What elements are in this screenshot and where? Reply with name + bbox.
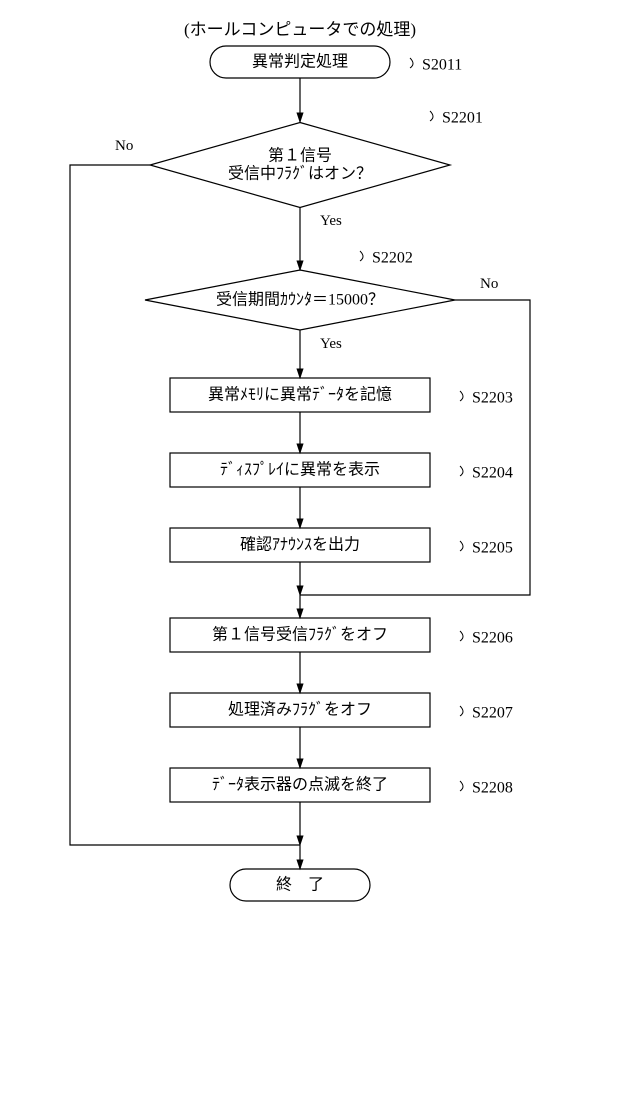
step-label: S2206: [472, 630, 513, 647]
svg-text:第１信号: 第１信号: [268, 147, 332, 165]
edge-label: No: [480, 276, 498, 292]
node-d2: 受信期間ｶｳﾝﾀ＝15000？: [145, 270, 455, 330]
svg-text:ﾃﾞｨｽﾌﾟﾚｲに異常を表示: ﾃﾞｨｽﾌﾟﾚｲに異常を表示: [220, 461, 380, 479]
step-label: S2204: [472, 465, 513, 482]
step-label: S2201: [442, 110, 483, 127]
svg-text:異常判定処理: 異常判定処理: [252, 53, 348, 71]
node-p3: 確認ｱﾅｳﾝｽを出力: [170, 528, 430, 562]
flowchart-canvas: (ホールコンピュータでの処理) 異常判定処理 S2011 第１信号受信中ﾌﾗｸﾞはオン…: [0, 0, 640, 1109]
node-end: 終 了: [230, 869, 370, 901]
edge: [70, 165, 300, 845]
svg-text:第１信号受信ﾌﾗｸﾞをオフ: 第１信号受信ﾌﾗｸﾞをオフ: [212, 626, 388, 644]
node-p2: ﾃﾞｨｽﾌﾟﾚｲに異常を表示: [170, 453, 430, 487]
node-p4: 第１信号受信ﾌﾗｸﾞをオフ: [170, 618, 430, 652]
svg-text:受信中ﾌﾗｸﾞはオン？: 受信中ﾌﾗｸﾞはオン？: [228, 165, 372, 183]
step-label: S2011: [422, 57, 462, 74]
step-label: S2202: [372, 250, 413, 267]
diagram-title: (ホールコンピュータでの処理): [184, 20, 416, 39]
node-p1: 異常ﾒﾓﾘに異常ﾃﾞｰﾀを記憶: [170, 378, 430, 412]
node-d1: 第１信号受信中ﾌﾗｸﾞはオン？: [150, 123, 450, 208]
node-p6: ﾃﾞｰﾀ表示器の点滅を終了: [170, 768, 430, 802]
svg-text:ﾃﾞｰﾀ表示器の点滅を終了: ﾃﾞｰﾀ表示器の点滅を終了: [212, 776, 388, 794]
edge-label: No: [115, 138, 133, 154]
svg-text:確認ｱﾅｳﾝｽを出力: 確認ｱﾅｳﾝｽを出力: [240, 536, 360, 554]
svg-text:異常ﾒﾓﾘに異常ﾃﾞｰﾀを記憶: 異常ﾒﾓﾘに異常ﾃﾞｰﾀを記憶: [208, 386, 392, 404]
step-label: S2203: [472, 390, 513, 407]
edge-label: Yes: [320, 213, 342, 229]
node-p5: 処理済みﾌﾗｸﾞをオフ: [170, 693, 430, 727]
step-label: S2207: [472, 705, 513, 722]
step-label: S2205: [472, 540, 513, 557]
svg-text:処理済みﾌﾗｸﾞをオフ: 処理済みﾌﾗｸﾞをオフ: [228, 701, 372, 719]
svg-text:受信期間ｶｳﾝﾀ＝15000？: 受信期間ｶｳﾝﾀ＝15000？: [216, 291, 384, 309]
edge-label: Yes: [320, 336, 342, 352]
node-start: 異常判定処理: [210, 46, 390, 78]
svg-text:終 了: 終 了: [276, 876, 324, 894]
step-label: S2208: [472, 780, 513, 797]
